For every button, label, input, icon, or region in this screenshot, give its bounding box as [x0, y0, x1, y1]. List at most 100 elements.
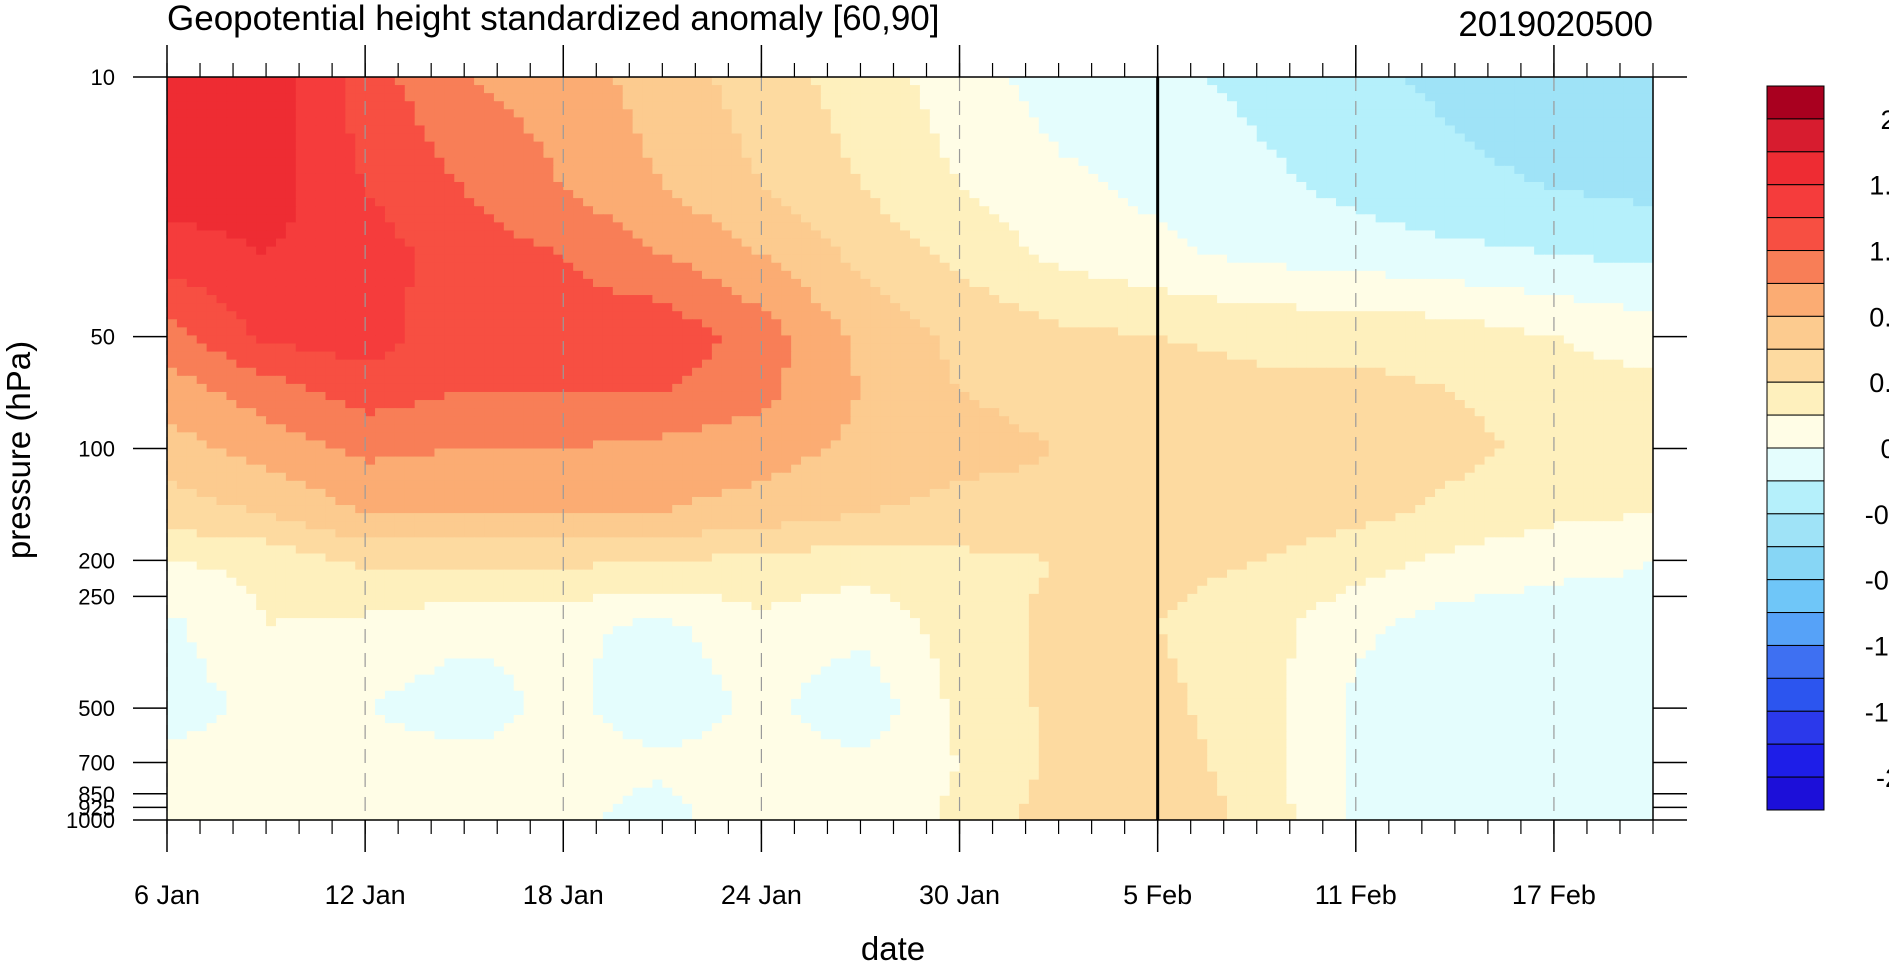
contour-cell: [335, 109, 346, 118]
contour-cell: [761, 295, 772, 304]
contour-cell: [662, 222, 673, 232]
contour-cell: [1276, 117, 1288, 127]
contour-cell: [860, 311, 871, 320]
contour-cell: [295, 303, 307, 312]
contour-cell: [1038, 125, 1050, 135]
contour-cell: [167, 117, 178, 127]
contour-cell: [1118, 101, 1129, 110]
contour-cell: [1236, 181, 1248, 191]
contour-cell: [969, 77, 980, 86]
contour-cell: [1276, 303, 1288, 312]
contour-cell: [414, 173, 426, 183]
contour-cell: [1474, 93, 1486, 102]
contour-cell: [1266, 319, 1278, 328]
contour-cell: [612, 133, 624, 143]
contour-cell: [592, 343, 604, 353]
contour-cell: [1137, 173, 1149, 183]
contour-cell: [256, 133, 267, 143]
contour-cell: [1326, 85, 1337, 94]
contour-cell: [493, 181, 505, 191]
contour-cell: [850, 173, 862, 183]
contour-cell: [325, 311, 337, 320]
contour-cell: [464, 198, 475, 207]
contour-cell: [335, 254, 346, 264]
contour-cell: [1118, 222, 1129, 232]
contour-cell: [1534, 133, 1545, 143]
contour-cell: [454, 295, 465, 304]
contour-cell: [484, 173, 495, 183]
contour-cell: [1326, 77, 1337, 86]
contour-cell: [424, 141, 436, 151]
contour-cell: [1048, 206, 1060, 215]
contour-cell: [325, 335, 337, 345]
contour-cell: [949, 117, 961, 127]
contour-cell: [1623, 254, 1634, 264]
contour-cell: [900, 327, 911, 337]
contour-cell: [820, 286, 832, 296]
contour-cell: [246, 141, 257, 151]
contour-cell: [365, 109, 376, 118]
contour-cell: [1177, 238, 1188, 248]
contour-cell: [692, 101, 703, 110]
contour-cell: [1197, 198, 1208, 207]
contour-cell: [394, 141, 406, 151]
contour-cell: [840, 295, 852, 304]
contour-cell: [1316, 206, 1327, 215]
contour-cell: [692, 206, 703, 215]
contour-cell: [652, 141, 663, 151]
contour-cell: [1316, 149, 1327, 159]
contour-cell: [959, 319, 971, 328]
contour-cell: [1514, 77, 1525, 86]
contour-cell: [384, 278, 396, 288]
contour-cell: [335, 77, 346, 86]
contour-cell: [771, 214, 782, 223]
contour-cell: [1415, 190, 1426, 199]
contour-cell: [751, 230, 762, 240]
contour-cell: [583, 198, 594, 207]
contour-cell: [484, 327, 495, 337]
contour-cell: [1217, 327, 1228, 337]
contour-cell: [1435, 270, 1446, 280]
contour-cell: [1365, 206, 1377, 215]
contour-cell: [206, 117, 218, 127]
contour-cell: [1256, 230, 1268, 240]
contour-cell: [1256, 246, 1268, 256]
contour-cell: [1553, 173, 1565, 183]
contour-cell: [236, 230, 247, 240]
contour-cell: [256, 222, 267, 232]
contour-cell: [1504, 190, 1515, 199]
contour-cell: [1207, 270, 1218, 280]
contour-cell: [662, 190, 673, 199]
contour-cell: [404, 214, 416, 223]
contour-cell: [335, 222, 346, 232]
contour-cell: [1296, 286, 1307, 296]
contour-cell: [503, 101, 515, 110]
contour-cell: [801, 157, 812, 167]
contour-cell: [563, 246, 574, 256]
contour-cell: [979, 335, 990, 345]
contour-cell: [1157, 149, 1169, 159]
contour-cell: [1474, 230, 1486, 240]
contour-cell: [1246, 230, 1258, 240]
contour-cell: [454, 141, 465, 151]
contour-cell: [1494, 165, 1505, 175]
contour-cell: [375, 93, 386, 102]
contour-cell: [1177, 327, 1188, 337]
contour-cell: [672, 214, 683, 223]
contour-cell: [583, 238, 594, 248]
contour-cell: [761, 222, 772, 232]
contour-cell: [771, 311, 782, 320]
contour-cell: [1633, 270, 1644, 280]
contour-cell: [1365, 230, 1377, 240]
contour-cell: [493, 222, 505, 232]
contour-cell: [672, 327, 683, 337]
contour-cell: [929, 93, 941, 102]
contour-cell: [266, 77, 277, 86]
contour-cell: [672, 173, 683, 183]
contour-cell: [1534, 262, 1545, 272]
contour-cell: [484, 335, 495, 345]
contour-cell: [1127, 181, 1139, 191]
contour-cell: [1375, 319, 1387, 328]
contour-cell: [1118, 109, 1129, 118]
contour-cell: [1048, 117, 1060, 127]
